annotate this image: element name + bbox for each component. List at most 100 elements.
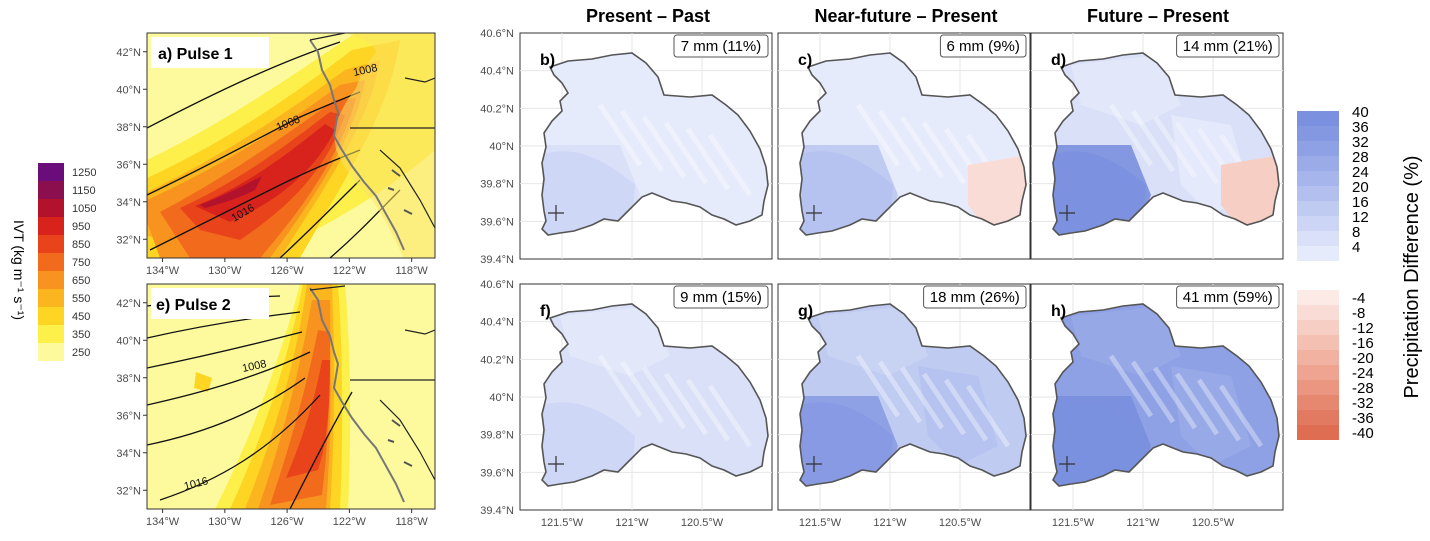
station-marker [548, 456, 564, 472]
column-title-2: Near-future – Present [814, 6, 997, 26]
precip-colorbar-label: -36 [1352, 410, 1374, 427]
precip-colorbar-label: 8 [1352, 224, 1360, 241]
ivt-panel-2-field [147, 284, 435, 509]
x-tick-label: 122°W [333, 265, 367, 277]
diff-label: 14 mm (21%) [1183, 38, 1273, 55]
map-y-tick-label: 40.2°N [480, 103, 514, 115]
basin-streak [855, 354, 901, 418]
y-tick-label: 34°N [116, 448, 141, 460]
map-panel-tag: b) [540, 52, 555, 69]
basin-east-region [1171, 366, 1251, 466]
precip-map-axes: 40.6°N 40.4°N 40.2°N 40°N 39.8°N 39.6°N 39.4°N… [480, 28, 1235, 529]
basin-drying-region [1221, 155, 1279, 235]
map-x-tick-label: 120.5°W [1192, 517, 1235, 529]
basin-streak [663, 372, 709, 436]
ivt-colorbar-label: 650 [72, 275, 90, 287]
ivt-colorbar-swatch [38, 253, 64, 271]
basin-streak [899, 366, 945, 430]
precip-colorbar-swatch-positive [1297, 171, 1339, 186]
basin-north-region [818, 55, 928, 125]
basin-north-region [560, 306, 670, 376]
basin-streak [597, 103, 643, 167]
precip-colorbar-label: 4 [1352, 239, 1360, 256]
basin-streak [1130, 109, 1176, 173]
ivt-panel-2-frame [146, 283, 436, 510]
basin-east-region [660, 115, 740, 215]
ivt-panel-pulse-2: e) Pulse 2 1008 1016 42°N 40°N 38°N 36°N 34°… [116, 283, 436, 528]
map-panel-tag: f) [540, 303, 551, 320]
ivt-colorbar-swatch [38, 289, 64, 307]
map-x-tick-label: 120.5°W [681, 517, 724, 529]
precip-colorbar-label: 12 [1352, 209, 1369, 226]
basin-streak [965, 384, 1011, 448]
diff-box [673, 285, 769, 309]
y-tick-label: 32°N [116, 234, 141, 246]
diff-box [923, 285, 1027, 309]
basin-outline [1052, 52, 1280, 236]
ivt-colorbar-swatch [38, 343, 64, 361]
map-y-tick-label: 40.6°N [480, 279, 514, 291]
precip-colorbar-label: 16 [1352, 194, 1369, 211]
ivt-colorbar-swatch [38, 235, 64, 253]
basin-streak [1174, 121, 1220, 185]
station-marker [1059, 456, 1075, 472]
isobar-label-1016-e: 1016 [183, 475, 210, 493]
precip-colorbar-label: 24 [1352, 164, 1369, 181]
ivt-panel-1-tag-bg [151, 37, 269, 68]
ivt-panel-1-field [147, 33, 435, 258]
x-tick-label: 134°W [146, 265, 180, 277]
y-tick-label: 36°N [116, 410, 141, 422]
basin-streak [707, 384, 753, 448]
precip-colorbar-label: 20 [1352, 179, 1369, 196]
diff-label: 7 mm (11%) [681, 38, 762, 55]
basin-drying-region [968, 155, 1026, 235]
map-y-tick-label: 40.4°N [480, 317, 514, 329]
basin-outline [541, 303, 769, 487]
ivt-colorbar-swatch [38, 217, 64, 235]
map-panel-tag: c) [798, 52, 812, 69]
map-y-tick-label: 40°N [489, 141, 514, 153]
precip-colorbar-label: -16 [1352, 335, 1374, 352]
basin-streak [1174, 372, 1220, 436]
precip-colorbar-swatch-negative [1297, 350, 1339, 365]
map-y-tick-label: 40.4°N [480, 66, 514, 78]
ivt-colorbar-title: IVT (kg m⁻¹ s⁻¹) [11, 220, 27, 320]
precip-colorbar-swatch-positive [1297, 156, 1339, 171]
map-y-tick-label: 39.4°N [480, 254, 514, 266]
precip-colorbar-swatch-negative [1297, 365, 1339, 380]
precip-colorbar-swatch-positive [1297, 231, 1339, 246]
ivt-panel-pulse-1: a) Pulse 1 1008 1008 1016 42°N40°N38°N36… [116, 32, 436, 277]
basin-streak [685, 127, 731, 191]
precip-colorbar-swatch-negative [1297, 335, 1339, 350]
precip-colorbar-swatch-positive [1297, 216, 1339, 231]
precip-colorbar-swatch-positive [1297, 186, 1339, 201]
ivt-colorbar-swatch [38, 199, 64, 217]
basin-streak [1108, 103, 1154, 167]
y-tick-label: 40°N [116, 84, 141, 96]
basin-streak [921, 121, 967, 185]
x-tick-label: 134°W [146, 516, 180, 528]
basin-outline [799, 303, 1027, 487]
map-y-tick-label: 40.2°N [480, 354, 514, 366]
map-panel-tag: d) [1051, 52, 1066, 69]
basin-streak [685, 378, 731, 442]
precip-colorbar-swatch-negative [1297, 290, 1339, 305]
y-tick-label: 42°N [116, 47, 141, 59]
y-tick-label: 38°N [116, 122, 141, 134]
precip-colorbar-label: -40 [1352, 425, 1374, 442]
station-marker [806, 205, 822, 221]
map-y-tick-label: 39.6°N [480, 216, 514, 228]
x-tick-label: 118°W [395, 265, 428, 277]
map-x-tick-label: 121.5°W [541, 517, 584, 529]
map-panel-tag: g) [798, 303, 813, 320]
precip-colorbar-label: -4 [1352, 290, 1365, 307]
map-x-tick-label: 121°W [1126, 517, 1160, 529]
x-tick-label: 118°W [395, 516, 428, 528]
precip-colorbar-swatch-negative [1297, 425, 1339, 440]
precip-map-panel-d: d) 14 mm (21%) [1030, 32, 1284, 260]
basin-streak [1130, 360, 1176, 424]
precip-colorbar-label: 32 [1352, 134, 1369, 151]
precip-colorbar-label: -20 [1352, 350, 1374, 367]
